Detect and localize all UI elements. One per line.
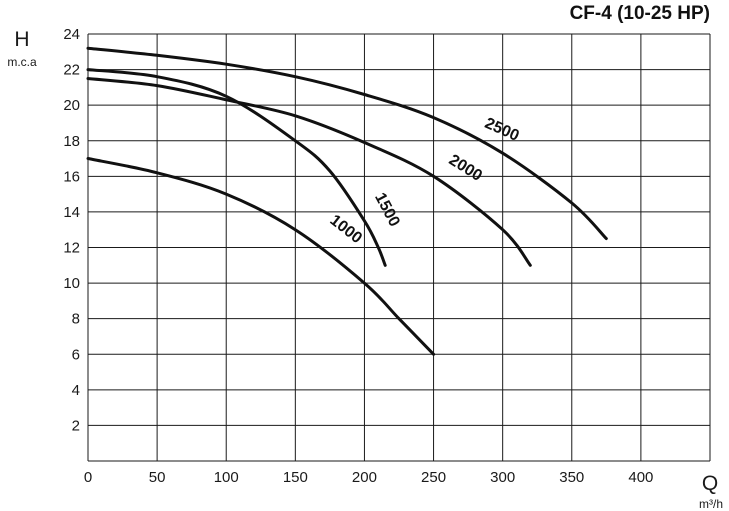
x-tick-label: 200 bbox=[352, 469, 377, 486]
curve-label-2000: 2000 bbox=[446, 152, 485, 185]
y-tick-label: 18 bbox=[63, 133, 80, 150]
y-tick-label: 8 bbox=[72, 311, 80, 328]
y-tick-label: 12 bbox=[63, 240, 80, 257]
y-tick-label: 4 bbox=[72, 382, 80, 399]
curve-1500 bbox=[86, 68, 387, 267]
x-tick-label: 300 bbox=[490, 469, 515, 486]
x-axis-label: Q bbox=[702, 472, 718, 495]
x-tick-label: 100 bbox=[214, 469, 239, 486]
y-tick-label: 10 bbox=[63, 275, 80, 292]
x-tick-label: 250 bbox=[421, 469, 446, 486]
x-tick-label: 0 bbox=[84, 469, 92, 486]
curve-1000 bbox=[86, 157, 436, 356]
y-axis-label: H bbox=[14, 28, 29, 51]
y-tick-label: 14 bbox=[63, 204, 80, 221]
y-tick-label: 16 bbox=[63, 168, 80, 185]
x-axis-unit: m³/h bbox=[699, 497, 723, 511]
x-tick-label: 400 bbox=[628, 469, 653, 486]
y-tick-label: 20 bbox=[63, 97, 80, 114]
curve-2500 bbox=[86, 46, 608, 241]
x-tick-label: 350 bbox=[559, 469, 584, 486]
y-tick-label: 24 bbox=[63, 26, 80, 43]
x-tick-label: 50 bbox=[149, 469, 166, 486]
y-axis-unit: m.c.a bbox=[7, 55, 37, 69]
curve-2000 bbox=[86, 77, 532, 267]
x-tick-label: 150 bbox=[283, 469, 308, 486]
y-tick-label: 2 bbox=[72, 417, 80, 434]
axes: 0 50 100 150 200 250 300 350 4002468101214161820… bbox=[63, 26, 653, 486]
y-tick-label: 22 bbox=[63, 62, 80, 79]
curve-label-1000: 1000 bbox=[327, 212, 366, 247]
y-tick-label: 6 bbox=[72, 346, 80, 363]
grid bbox=[87, 33, 711, 462]
chart-title: CF-4 (10-25 HP) bbox=[570, 3, 710, 24]
curve-label-1500: 1500 bbox=[371, 190, 403, 229]
